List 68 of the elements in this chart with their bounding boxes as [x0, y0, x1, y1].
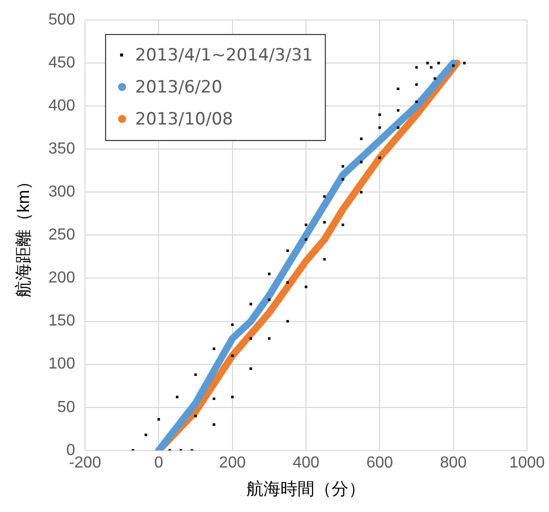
point [323, 195, 326, 198]
y-tick-label: 450 [48, 54, 76, 72]
y-tick-label: 150 [48, 312, 76, 330]
point [360, 190, 363, 194]
point [194, 414, 197, 418]
legend-label: 2013/4/1~2014/3/31 [135, 45, 313, 66]
legend-label: 2013/6/20 [135, 77, 222, 98]
point [360, 160, 363, 164]
point [231, 323, 234, 326]
point [434, 77, 436, 80]
point [231, 396, 234, 398]
point [286, 281, 289, 284]
y-tick-label: 300 [48, 184, 76, 201]
point [342, 178, 344, 181]
point [144, 434, 148, 436]
point [304, 286, 308, 288]
point [323, 221, 326, 224]
point [463, 62, 466, 64]
point [250, 367, 252, 370]
point [250, 302, 252, 306]
x-axis-title: 航海時間（分） [246, 479, 366, 498]
point [360, 138, 363, 140]
x-tick-label: 600 [366, 454, 394, 472]
point [415, 66, 418, 69]
point [194, 373, 197, 376]
point [396, 126, 400, 129]
point [250, 337, 252, 340]
point [378, 113, 381, 116]
point [212, 423, 216, 426]
point [304, 238, 308, 241]
point [268, 337, 270, 340]
y-tick-label: 400 [48, 97, 76, 114]
point [268, 272, 270, 276]
point [323, 258, 326, 261]
y-tick-label: 250 [48, 226, 76, 244]
point [396, 109, 400, 112]
x-tick-label: 200 [219, 454, 246, 472]
point [396, 88, 400, 90]
point [286, 249, 289, 252]
legend-label: 2013/10/08 [135, 109, 234, 130]
point [157, 418, 160, 421]
point [426, 62, 429, 64]
point [231, 354, 234, 357]
point [212, 348, 216, 350]
point [342, 224, 344, 226]
point [437, 62, 440, 64]
y-tick-label: 200 [48, 270, 76, 287]
point [342, 165, 344, 168]
point [212, 397, 216, 400]
point [415, 83, 418, 86]
point [430, 66, 433, 69]
point [415, 100, 418, 104]
y-tick-label: 350 [48, 140, 76, 158]
x-tick-label: 1000 [509, 454, 545, 472]
y-tick-label: 100 [48, 356, 76, 373]
point [286, 320, 289, 323]
point [452, 64, 455, 67]
point [176, 396, 178, 398]
x-tick-label: 800 [440, 454, 467, 472]
point [268, 298, 270, 302]
y-tick-label: 500 [48, 11, 76, 28]
y-tick-label: 50 [57, 398, 76, 416]
x-tick-label: 400 [292, 454, 320, 472]
x-tick-label: 0 [154, 454, 164, 472]
y-axis-title: 航海距離（km） [14, 172, 33, 298]
point [304, 224, 308, 226]
point [378, 156, 381, 159]
point [378, 126, 381, 129]
